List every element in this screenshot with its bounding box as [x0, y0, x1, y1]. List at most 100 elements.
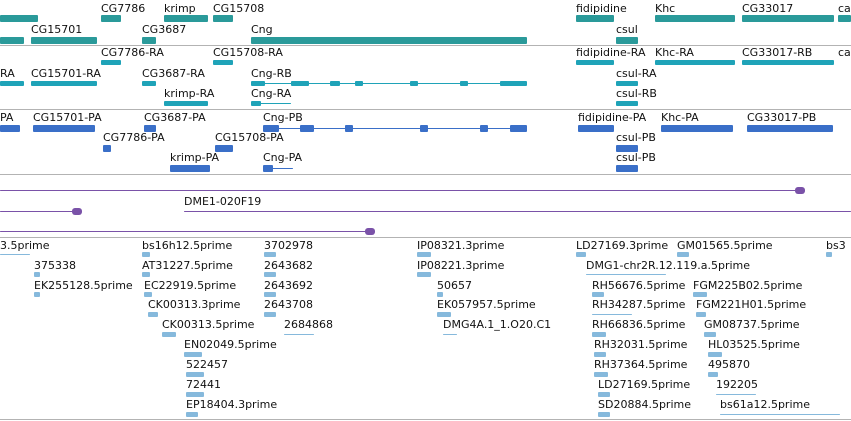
est-glyph[interactable] [144, 292, 152, 297]
protein-label: krimp-PA [170, 151, 220, 164]
transcript-exon [410, 81, 418, 86]
est-glyph[interactable] [186, 412, 198, 417]
transcript-glyph[interactable] [616, 101, 638, 106]
est-glyph[interactable] [186, 372, 204, 377]
est-label: RH34287.5prime [592, 298, 686, 311]
gene-glyph[interactable] [616, 37, 638, 44]
est-glyph[interactable] [826, 252, 832, 257]
est-glyph[interactable] [186, 392, 204, 397]
bac-clone-line[interactable] [0, 231, 370, 232]
transcript-intron-line[interactable] [251, 83, 527, 84]
protein-glyph[interactable] [747, 125, 833, 132]
est-glyph[interactable] [142, 272, 150, 277]
protein-glyph[interactable] [578, 125, 614, 132]
protein-glyph[interactable] [616, 165, 638, 172]
est-glyph[interactable] [693, 292, 707, 297]
est-glyph[interactable] [34, 292, 40, 297]
est-glyph[interactable] [576, 252, 586, 257]
est-glyph[interactable] [696, 312, 706, 317]
gene-label: CG33017 [742, 2, 794, 15]
protein-glyph[interactable] [33, 125, 95, 132]
est-glyph[interactable] [142, 252, 150, 257]
bac-clone-end [795, 187, 805, 194]
protein-glyph[interactable] [170, 165, 210, 172]
est-glyph[interactable] [162, 332, 176, 337]
gene-glyph[interactable] [251, 37, 527, 44]
transcript-glyph[interactable] [655, 60, 735, 65]
est-glyph[interactable] [598, 412, 610, 417]
est-glyph[interactable] [264, 272, 276, 277]
transcript-glyph[interactable] [164, 101, 208, 106]
transcript-label: RA [0, 67, 15, 80]
est-glyph[interactable] [594, 352, 606, 357]
transcript-glyph[interactable] [213, 60, 233, 65]
bac-clone-line[interactable] [0, 190, 800, 191]
est-label: 495870 [708, 358, 750, 371]
transcript-glyph[interactable] [31, 81, 97, 86]
gene-glyph[interactable] [0, 15, 38, 22]
est-label: CK00313.5prime [162, 318, 255, 331]
est-glyph[interactable] [704, 332, 716, 337]
est-glyph[interactable] [417, 272, 431, 277]
est-glyph[interactable] [598, 392, 610, 397]
est-glyph[interactable] [148, 312, 158, 317]
est-glyph[interactable] [592, 314, 632, 315]
est-glyph[interactable] [586, 274, 666, 275]
gene-glyph[interactable] [213, 15, 233, 22]
transcript-label: Khc-RA [655, 46, 694, 59]
transcript-glyph[interactable] [616, 81, 638, 86]
transcript-glyph[interactable] [101, 60, 121, 65]
gene-glyph[interactable] [742, 15, 834, 22]
track-divider [0, 419, 851, 420]
gene-glyph[interactable] [31, 37, 97, 44]
protein-label: fidipidine-PA [578, 111, 647, 124]
transcript-intron-line[interactable] [251, 103, 291, 104]
protein-exon [480, 125, 488, 132]
est-glyph[interactable] [437, 292, 443, 297]
est-glyph[interactable] [417, 252, 431, 257]
est-glyph[interactable] [592, 332, 606, 337]
est-glyph[interactable] [184, 352, 202, 357]
protein-glyph[interactable] [661, 125, 733, 132]
gene-glyph[interactable] [576, 15, 614, 22]
protein-glyph[interactable] [616, 145, 638, 152]
bac-clone-line[interactable] [184, 211, 851, 212]
protein-glyph[interactable] [0, 125, 20, 132]
gene-glyph[interactable] [142, 37, 156, 44]
est-glyph[interactable] [264, 252, 276, 257]
transcript-glyph[interactable] [0, 81, 24, 86]
est-glyph[interactable] [264, 312, 276, 317]
protein-glyph[interactable] [215, 145, 233, 152]
est-glyph[interactable] [708, 372, 718, 377]
est-glyph[interactable] [0, 254, 30, 255]
protein-intron-line[interactable] [263, 128, 527, 129]
est-glyph[interactable] [720, 414, 840, 415]
est-glyph[interactable] [437, 312, 451, 317]
gene-glyph[interactable] [655, 15, 735, 22]
protein-intron-line[interactable] [263, 168, 293, 169]
est-label: FGM221H01.5prime [696, 298, 807, 311]
gene-glyph[interactable] [0, 37, 24, 44]
gene-glyph[interactable] [101, 15, 121, 22]
est-glyph[interactable] [592, 292, 604, 297]
protein-glyph[interactable] [103, 145, 111, 152]
protein-exon [263, 125, 279, 132]
est-glyph[interactable] [264, 292, 276, 297]
transcript-glyph[interactable] [742, 60, 834, 65]
transcript-glyph[interactable] [142, 81, 156, 86]
protein-glyph[interactable] [144, 125, 156, 132]
bac-clone-line[interactable] [0, 211, 78, 212]
transcript-label: CG33017-RB [742, 46, 813, 59]
est-glyph[interactable] [284, 334, 314, 335]
gene-glyph[interactable] [838, 15, 851, 22]
est-glyph[interactable] [677, 252, 689, 257]
est-glyph[interactable] [716, 394, 756, 395]
est-glyph[interactable] [594, 372, 608, 377]
gene-glyph[interactable] [164, 15, 208, 22]
est-glyph[interactable] [708, 352, 722, 357]
est-glyph[interactable] [443, 334, 457, 335]
est-glyph[interactable] [34, 272, 40, 277]
track-divider [0, 174, 851, 175]
transcript-glyph[interactable] [576, 60, 614, 65]
